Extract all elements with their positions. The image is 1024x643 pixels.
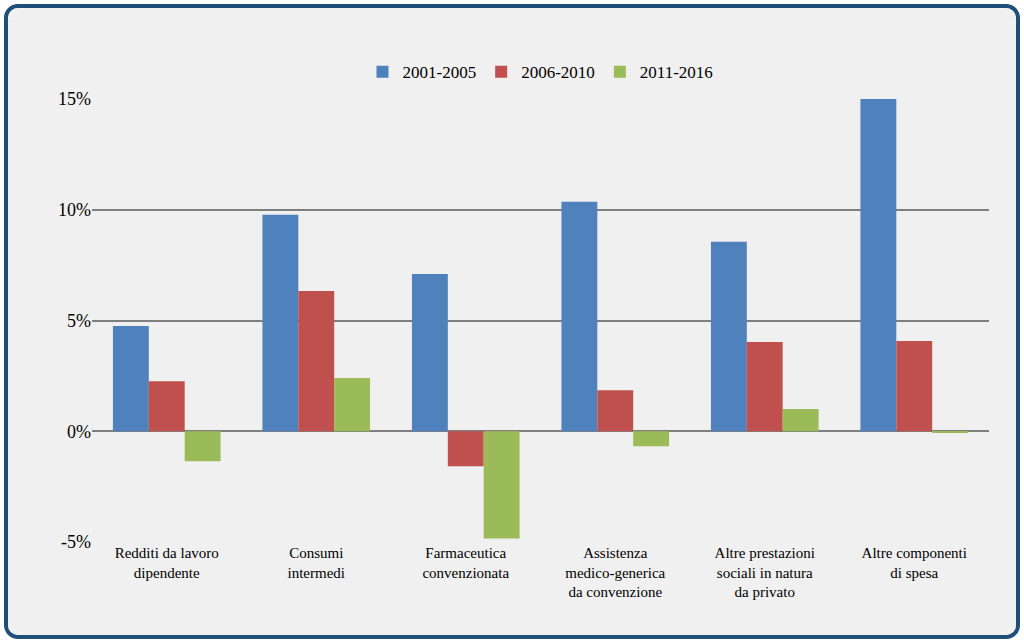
svg-text:5%: 5% xyxy=(67,311,91,331)
svg-text:Altre prestazionisociali in na: Altre prestazionisociali in naturada pri… xyxy=(715,545,815,600)
svg-text:Redditi da lavorodipendente: Redditi da lavorodipendente xyxy=(115,545,219,581)
svg-text:2011-2016: 2011-2016 xyxy=(640,63,713,82)
svg-text:15%: 15% xyxy=(58,89,91,109)
svg-text:Consumiintermedi: Consumiintermedi xyxy=(288,545,345,581)
svg-text:2001-2005: 2001-2005 xyxy=(403,63,477,82)
svg-text:0%: 0% xyxy=(67,422,91,442)
svg-text:Altre componentidi spesa: Altre componentidi spesa xyxy=(862,545,967,581)
svg-text:10%: 10% xyxy=(58,200,91,220)
svg-text:2006-2010: 2006-2010 xyxy=(521,63,595,82)
svg-text:Assistenzamedico-genericada co: Assistenzamedico-genericada convenzione xyxy=(565,545,665,600)
svg-text:-5%: -5% xyxy=(61,532,91,552)
svg-text:Farmaceuticaconvenzionata: Farmaceuticaconvenzionata xyxy=(422,545,509,581)
